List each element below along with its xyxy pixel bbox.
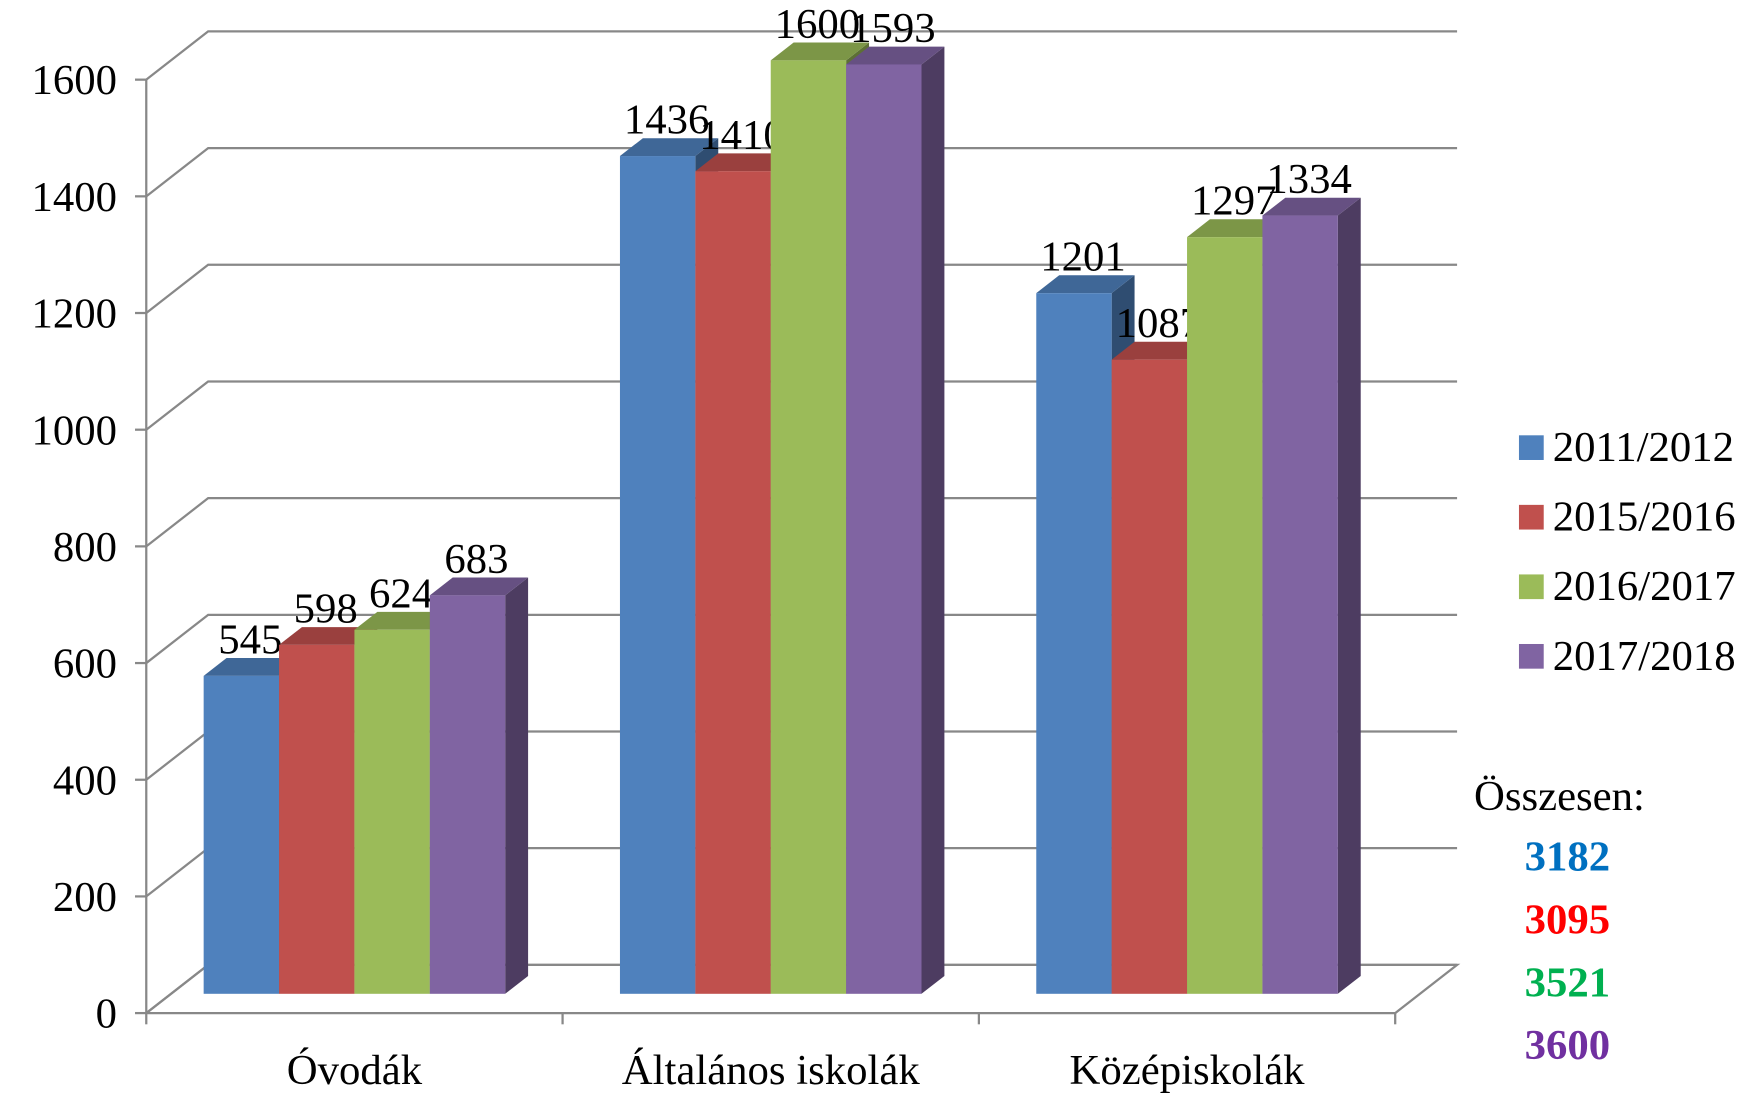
bar bbox=[354, 629, 430, 994]
grid-line bbox=[145, 30, 1458, 81]
data-label: 1297 bbox=[1191, 178, 1276, 225]
y-tick-label: 1200 bbox=[32, 291, 117, 338]
bar-top bbox=[1111, 341, 1210, 360]
data-label: 1436 bbox=[624, 97, 709, 144]
legend-swatch bbox=[1518, 435, 1544, 460]
bar-top bbox=[695, 153, 794, 172]
bar bbox=[203, 675, 280, 994]
data-label: 1201 bbox=[1040, 234, 1125, 281]
bar-top bbox=[846, 46, 945, 65]
bar bbox=[770, 60, 847, 994]
bar-top bbox=[429, 577, 529, 596]
x-tick-label: Általános iskolák bbox=[622, 1047, 921, 1094]
bar-top bbox=[354, 611, 453, 630]
bar bbox=[1262, 215, 1338, 994]
bar-top bbox=[770, 42, 870, 61]
bar bbox=[619, 156, 696, 994]
y-tick-label: 1000 bbox=[32, 407, 117, 454]
data-label: 683 bbox=[444, 536, 508, 583]
bar-top bbox=[279, 627, 378, 645]
y-tick-label: 800 bbox=[53, 524, 117, 571]
data-label: 598 bbox=[294, 586, 358, 633]
bar bbox=[1111, 359, 1188, 994]
data-label: 1334 bbox=[1266, 156, 1351, 203]
data-label: 1593 bbox=[850, 5, 935, 52]
bar bbox=[1036, 293, 1112, 994]
bar-top bbox=[1262, 197, 1361, 216]
bar-side bbox=[505, 577, 529, 994]
legend-swatch bbox=[1518, 504, 1544, 530]
bar bbox=[429, 595, 506, 994]
bar-top bbox=[1036, 275, 1135, 294]
bar-side bbox=[921, 46, 945, 994]
x-tick-label: Óvodák bbox=[287, 1047, 423, 1094]
legend-label: 2015/2016 bbox=[1553, 494, 1736, 541]
y-tick-label: 200 bbox=[53, 874, 117, 921]
bar bbox=[695, 171, 771, 994]
legend-label: 2016/2017 bbox=[1553, 563, 1736, 610]
x-tick-label: Középiskolák bbox=[1070, 1047, 1306, 1094]
data-label: 1600 bbox=[775, 1, 860, 48]
y-tick-label: 600 bbox=[53, 641, 117, 688]
bar bbox=[279, 644, 355, 994]
y-tick-label: 400 bbox=[53, 757, 117, 804]
legend-swatch bbox=[1518, 574, 1544, 600]
data-label: 545 bbox=[218, 616, 282, 663]
bar-top bbox=[1187, 219, 1286, 238]
total-value: 3600 bbox=[1525, 1022, 1610, 1069]
legend-label: 2011/2012 bbox=[1553, 424, 1734, 471]
data-label: 1087 bbox=[1116, 300, 1201, 347]
total-value: 3182 bbox=[1525, 834, 1610, 881]
total-value: 3521 bbox=[1525, 959, 1610, 1006]
totals-title: Összesen: bbox=[1474, 773, 1645, 820]
bar-top bbox=[203, 657, 302, 676]
y-tick-label: 0 bbox=[96, 991, 117, 1038]
y-tick-label: 1600 bbox=[32, 57, 117, 104]
bar bbox=[846, 64, 922, 994]
legend-swatch bbox=[1518, 643, 1544, 669]
bar bbox=[1187, 237, 1263, 994]
bar-side bbox=[1337, 197, 1361, 994]
bar-top bbox=[619, 138, 719, 157]
data-label: 624 bbox=[369, 570, 433, 617]
y-tick-label: 1400 bbox=[32, 174, 117, 221]
data-label: 1410 bbox=[699, 112, 784, 159]
total-value: 3095 bbox=[1525, 896, 1610, 943]
legend-label: 2017/2018 bbox=[1553, 633, 1736, 680]
grid-line bbox=[145, 263, 1458, 314]
grid-line bbox=[145, 146, 1458, 198]
